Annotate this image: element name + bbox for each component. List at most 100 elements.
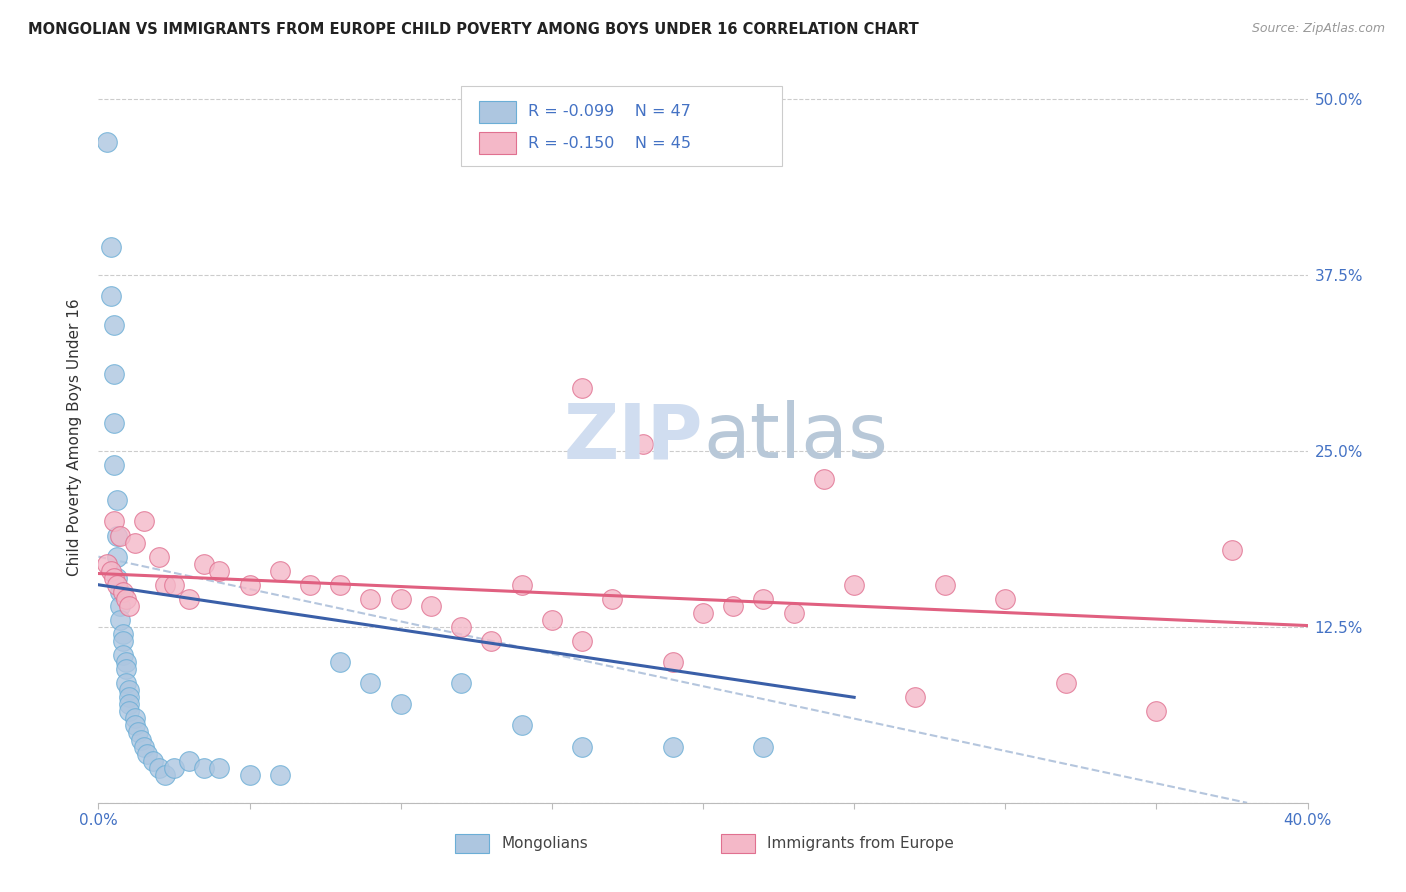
Point: [360, 591, 382, 606]
Point: [540, 613, 562, 627]
Point: [163, 761, 186, 775]
Point: [108, 528, 131, 542]
Point: [124, 711, 146, 725]
Point: [904, 690, 927, 705]
Point: [103, 416, 125, 430]
Point: [100, 564, 122, 578]
Point: [752, 739, 775, 754]
Point: [103, 458, 125, 473]
Point: [118, 599, 141, 613]
Point: [389, 698, 412, 712]
Point: [934, 578, 956, 592]
Point: [631, 437, 654, 451]
Point: [269, 564, 291, 578]
Point: [118, 690, 141, 705]
Text: R = -0.150    N = 45: R = -0.150 N = 45: [527, 136, 690, 151]
Text: Mongolians: Mongolians: [501, 836, 588, 851]
Point: [193, 761, 215, 775]
Point: [420, 599, 443, 613]
Point: [105, 549, 128, 564]
Point: [360, 676, 382, 690]
Point: [124, 535, 146, 549]
Text: R = -0.099    N = 47: R = -0.099 N = 47: [527, 104, 690, 120]
Point: [450, 620, 472, 634]
Point: [114, 655, 136, 669]
Point: [103, 318, 125, 332]
Point: [844, 578, 866, 592]
Point: [100, 289, 122, 303]
Point: [208, 761, 231, 775]
Point: [114, 591, 136, 606]
Point: [389, 591, 412, 606]
Bar: [479, 132, 516, 154]
Point: [108, 599, 131, 613]
Point: [118, 705, 141, 719]
Point: [132, 739, 155, 754]
Bar: [456, 834, 489, 853]
Point: [1054, 676, 1077, 690]
Point: [100, 240, 122, 254]
Text: MONGOLIAN VS IMMIGRANTS FROM EUROPE CHILD POVERTY AMONG BOYS UNDER 16 CORRELATIO: MONGOLIAN VS IMMIGRANTS FROM EUROPE CHIL…: [28, 22, 920, 37]
Bar: [721, 834, 755, 853]
Y-axis label: Child Poverty Among Boys Under 16: Child Poverty Among Boys Under 16: [67, 298, 83, 576]
Point: [118, 683, 141, 698]
Point: [602, 591, 624, 606]
Point: [148, 549, 170, 564]
Point: [692, 606, 714, 620]
Point: [1220, 542, 1243, 557]
Text: atlas: atlas: [703, 401, 887, 474]
Point: [299, 578, 322, 592]
Point: [571, 381, 593, 395]
Point: [132, 515, 155, 529]
Point: [114, 662, 136, 676]
Point: [329, 655, 352, 669]
Point: [1144, 705, 1167, 719]
Point: [752, 591, 775, 606]
Point: [994, 591, 1017, 606]
Point: [96, 135, 118, 149]
Text: Source: ZipAtlas.com: Source: ZipAtlas.com: [1251, 22, 1385, 36]
FancyBboxPatch shape: [461, 86, 782, 167]
Point: [124, 718, 146, 732]
Point: [105, 578, 128, 592]
Point: [193, 557, 215, 571]
Point: [163, 578, 186, 592]
Point: [148, 761, 170, 775]
Point: [108, 584, 131, 599]
Point: [111, 584, 134, 599]
Point: [105, 528, 128, 542]
Point: [269, 767, 291, 781]
Point: [239, 767, 262, 781]
Point: [481, 634, 503, 648]
Bar: [479, 101, 516, 122]
Point: [103, 571, 125, 585]
Point: [135, 747, 157, 761]
Point: [142, 754, 165, 768]
Point: [105, 571, 128, 585]
Point: [723, 599, 745, 613]
Point: [661, 655, 683, 669]
Point: [179, 591, 201, 606]
Point: [661, 739, 683, 754]
Point: [329, 578, 352, 592]
Point: [510, 718, 533, 732]
Point: [571, 634, 593, 648]
Point: [153, 767, 176, 781]
Point: [114, 676, 136, 690]
Point: [96, 557, 118, 571]
Point: [208, 564, 231, 578]
Point: [129, 732, 152, 747]
Point: [813, 472, 835, 486]
Point: [111, 634, 134, 648]
Point: [153, 578, 176, 592]
Point: [103, 515, 125, 529]
Text: ZIP: ZIP: [564, 401, 703, 474]
Point: [783, 606, 806, 620]
Point: [239, 578, 262, 592]
Point: [111, 648, 134, 662]
Point: [127, 725, 149, 739]
Point: [111, 627, 134, 641]
Point: [118, 698, 141, 712]
Point: [510, 578, 533, 592]
Point: [108, 613, 131, 627]
